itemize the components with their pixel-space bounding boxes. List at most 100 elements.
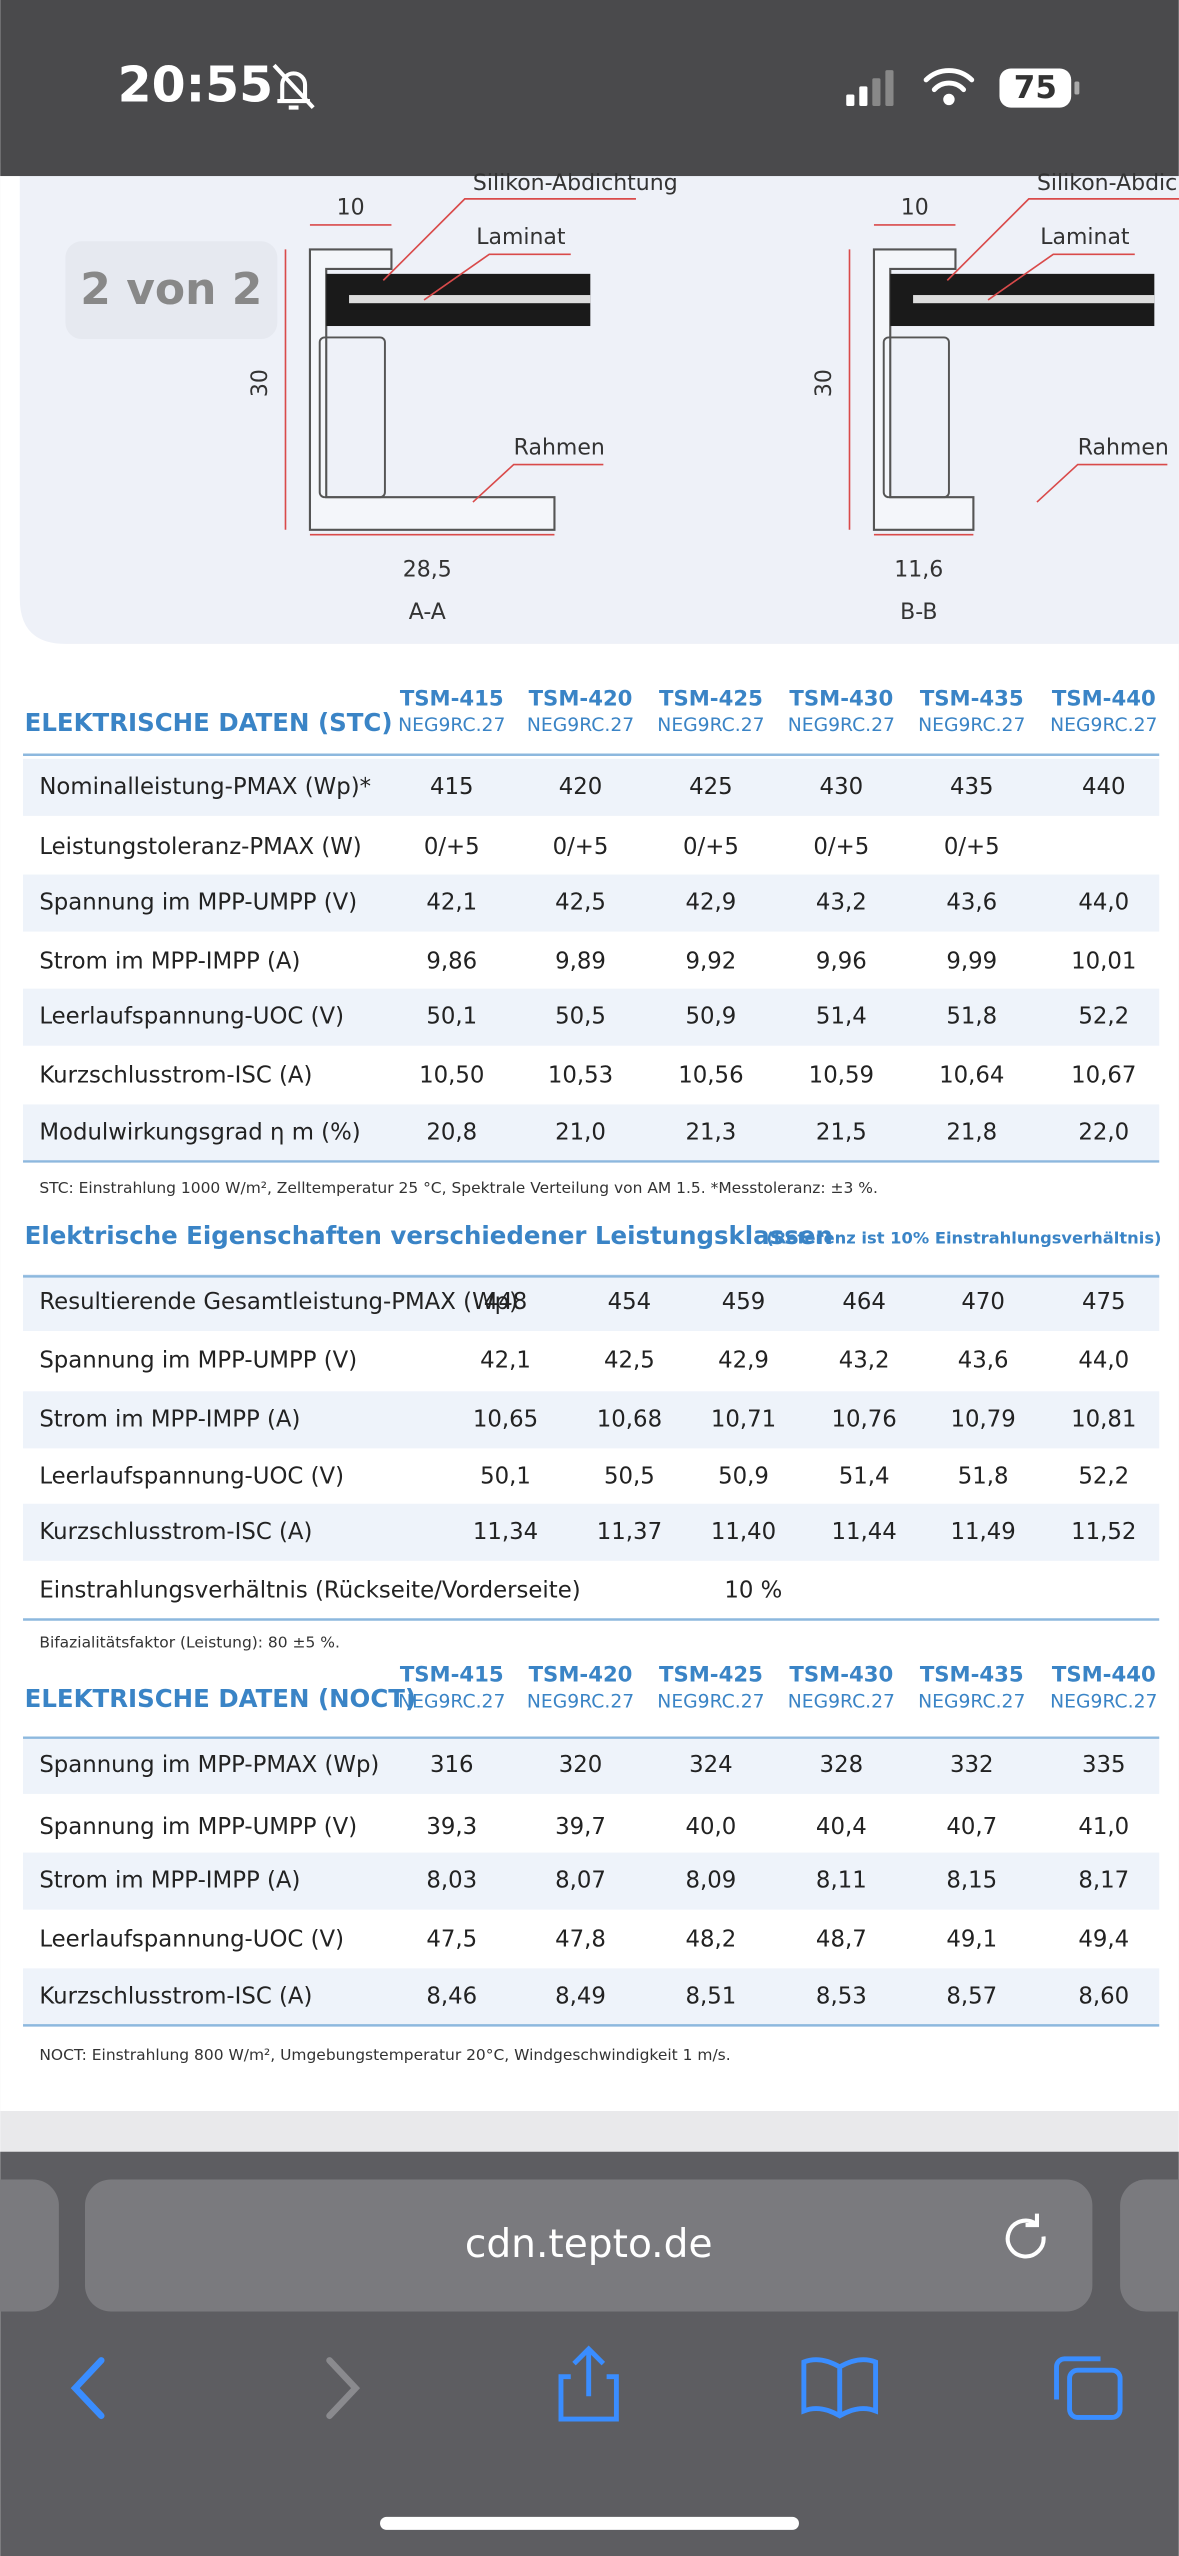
row-label: Einstrahlungsverhältnis (Rückseite/Vorde… [39, 1577, 580, 1603]
table-title: ELEKTRISCHE DATEN (NOCT) [25, 1684, 416, 1713]
row-label: Leerlaufspannung-UOC (V) [39, 1463, 344, 1489]
cell-value: 10,71 [711, 1406, 776, 1432]
tabs-button[interactable] [1054, 2356, 1123, 2420]
leader-lines [946, 198, 1179, 503]
cell-value: 10,53 [548, 1062, 613, 1088]
frame-chamber [318, 336, 386, 499]
cell-value: 425 [689, 774, 733, 800]
cell-value: 44,0 [1078, 1348, 1129, 1374]
cell-value: 10,68 [597, 1406, 662, 1432]
row-label: Modulwirkungsgrad η m (%) [39, 1119, 360, 1145]
cell-value: 420 [559, 774, 603, 800]
cell-value: 50,1 [480, 1463, 531, 1489]
model-name: TSM-440 [1052, 685, 1156, 710]
model-variant: NEG9RC.27 [657, 1691, 764, 1712]
mute-icon [272, 63, 315, 110]
next-tab[interactable] [1120, 2179, 1179, 2312]
cell-value: 8,15 [946, 1868, 997, 1894]
cell-value: 42,9 [686, 890, 737, 916]
frame-label: Rahmen [514, 435, 605, 460]
leader-lines [382, 198, 636, 503]
cell-value: 48,2 [686, 1926, 737, 1952]
address-bar[interactable] [84, 2179, 1093, 2312]
cell-value: 11,34 [473, 1519, 538, 1545]
row-label: Strom im MPP-IMPP (A) [39, 948, 300, 974]
row-label: Leistungstoleranz-PMAX (W) [39, 834, 361, 860]
dimension-bottom: 11,6 [894, 558, 943, 583]
cell-value: 40,7 [946, 1814, 997, 1840]
table-title: ELEKTRISCHE DATEN (STC) [25, 708, 393, 737]
model-variant: NEG9RC.27 [398, 715, 505, 736]
cell-value: 42,5 [604, 1348, 655, 1374]
dimension-lines [284, 224, 555, 536]
cell-value: 49,1 [946, 1926, 997, 1952]
cell-value: 50,9 [686, 1004, 737, 1030]
row-label: Strom im MPP-IMPP (A) [39, 1868, 300, 1894]
prev-tab[interactable] [0, 2179, 59, 2312]
cell-value: 10,65 [473, 1406, 538, 1432]
cell-value: 10,67 [1071, 1062, 1136, 1088]
cell-value: 9,86 [426, 948, 477, 974]
status-bar [0, 0, 1179, 177]
cell-value: 454 [608, 1289, 652, 1315]
table-title: Elektrische Eigenschaften verschiedener … [25, 1221, 833, 1250]
url[interactable]: cdn.tepto.de [465, 2222, 713, 2267]
cell-value: 0/+5 [553, 834, 609, 860]
row-stripe [23, 1503, 1160, 1561]
cell-value: 10,50 [419, 1062, 484, 1088]
row-stripe [23, 1852, 1160, 1910]
cell-value: 52,2 [1078, 1004, 1129, 1030]
section-label: A-A [409, 600, 446, 625]
cell-value: 435 [950, 774, 994, 800]
cell-value: 0/+5 [424, 834, 480, 860]
model-name: TSM-435 [920, 1662, 1024, 1687]
row-label: Kurzschlusstrom-ISC (A) [39, 1983, 312, 2009]
model-name: TSM-435 [920, 685, 1024, 710]
cell-value: 51,4 [816, 1004, 867, 1030]
cell-value: 22,0 [1078, 1119, 1129, 1145]
model-name: TSM-430 [789, 1662, 893, 1687]
page-indicator: 2 von 2 [80, 264, 262, 315]
cell-value: 43,2 [839, 1348, 890, 1374]
bookmarks-button[interactable] [801, 2357, 879, 2419]
cell-value: 11,44 [832, 1519, 897, 1545]
cell-value: 8,11 [816, 1868, 867, 1894]
row-stripe [23, 1273, 1160, 1331]
laminate-core [349, 295, 591, 304]
cell-value: 10,64 [939, 1062, 1004, 1088]
row-label: Leerlaufspannung-UOC (V) [39, 1926, 344, 1952]
page-indicator-bg [65, 241, 278, 340]
dimension-bottom: 28,5 [403, 558, 452, 583]
battery-level: 75 [1014, 70, 1057, 106]
battery-tip [1074, 81, 1080, 95]
cell-value: 10,81 [1071, 1406, 1136, 1432]
cell-value: 48,7 [816, 1926, 867, 1952]
cell-value: 470 [961, 1289, 1005, 1315]
laminate-label: Laminat [476, 225, 566, 250]
model-name: TSM-425 [659, 685, 763, 710]
cell-value: 42,5 [555, 890, 606, 916]
row-label: Nominalleistung-PMAX (Wp)* [39, 774, 371, 800]
model-name: TSM-420 [529, 685, 633, 710]
model-variant: NEG9RC.27 [918, 1691, 1025, 1712]
model-variant: NEG9RC.27 [527, 1691, 634, 1712]
table-note: NOCT: Einstrahlung 800 W/m², Umgebungste… [39, 2046, 730, 2064]
cell-value: 49,4 [1078, 1926, 1129, 1952]
model-name: TSM-415 [400, 685, 504, 710]
cell-value: 10,79 [951, 1406, 1016, 1432]
home-indicator [380, 2516, 799, 2530]
cell-value: 52,2 [1078, 1463, 1129, 1489]
cell-value: 0/+5 [813, 834, 869, 860]
cell-value: 324 [689, 1752, 733, 1778]
row-label: Spannung im MPP-PMAX (Wp) [39, 1752, 379, 1778]
back-button[interactable] [70, 2357, 105, 2420]
cell-value: 475 [1082, 1289, 1126, 1315]
diagram-area [0, 163, 1179, 644]
model-name: TSM-415 [400, 1662, 504, 1687]
cell-value: 11,37 [597, 1519, 662, 1545]
reload-button[interactable] [1005, 2213, 1046, 2259]
section-label: B-B [900, 600, 937, 625]
cell-value: 51,8 [958, 1463, 1009, 1489]
share-button[interactable] [558, 2345, 619, 2422]
spec-table: Elektrische Eigenschaften verschiedener … [23, 1221, 1161, 1652]
